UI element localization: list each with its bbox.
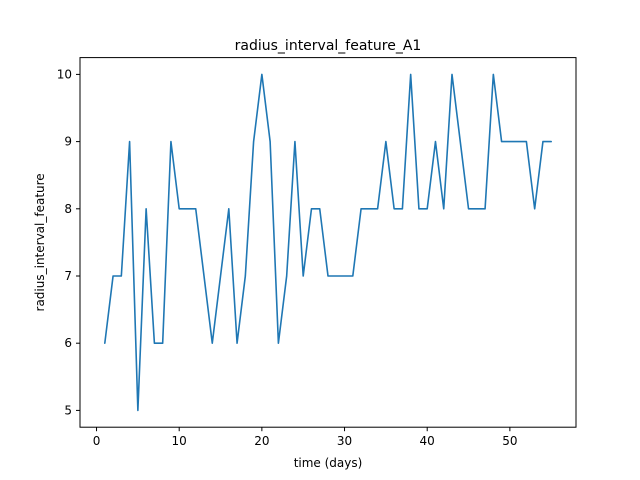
y-tick-label: 7 (64, 269, 72, 283)
x-tick-label: 50 (502, 434, 517, 448)
x-tick-label: 0 (93, 434, 101, 448)
x-tick-label: 30 (337, 434, 352, 448)
y-tick-label: 6 (64, 336, 72, 350)
y-tick-label: 8 (64, 202, 72, 216)
y-tick-label: 5 (64, 403, 72, 417)
plot-area (104, 73, 553, 412)
series-line (104, 73, 553, 412)
y-tick-label: 10 (57, 67, 72, 81)
chart-title: radius_interval_feature_A1 (235, 38, 422, 54)
x-tick-label: 20 (254, 434, 269, 448)
axis-ticks: 0 10 20 30 40 50 5 6 7 8 9 10 (57, 67, 518, 448)
y-tick-label: 9 (64, 135, 72, 149)
x-tick-label: 40 (420, 434, 435, 448)
x-tick-label: 10 (172, 434, 187, 448)
y-axis-label: radius_interval_feature (33, 173, 47, 311)
plot-frame (79, 57, 577, 428)
x-axis-label: time (days) (294, 456, 363, 470)
